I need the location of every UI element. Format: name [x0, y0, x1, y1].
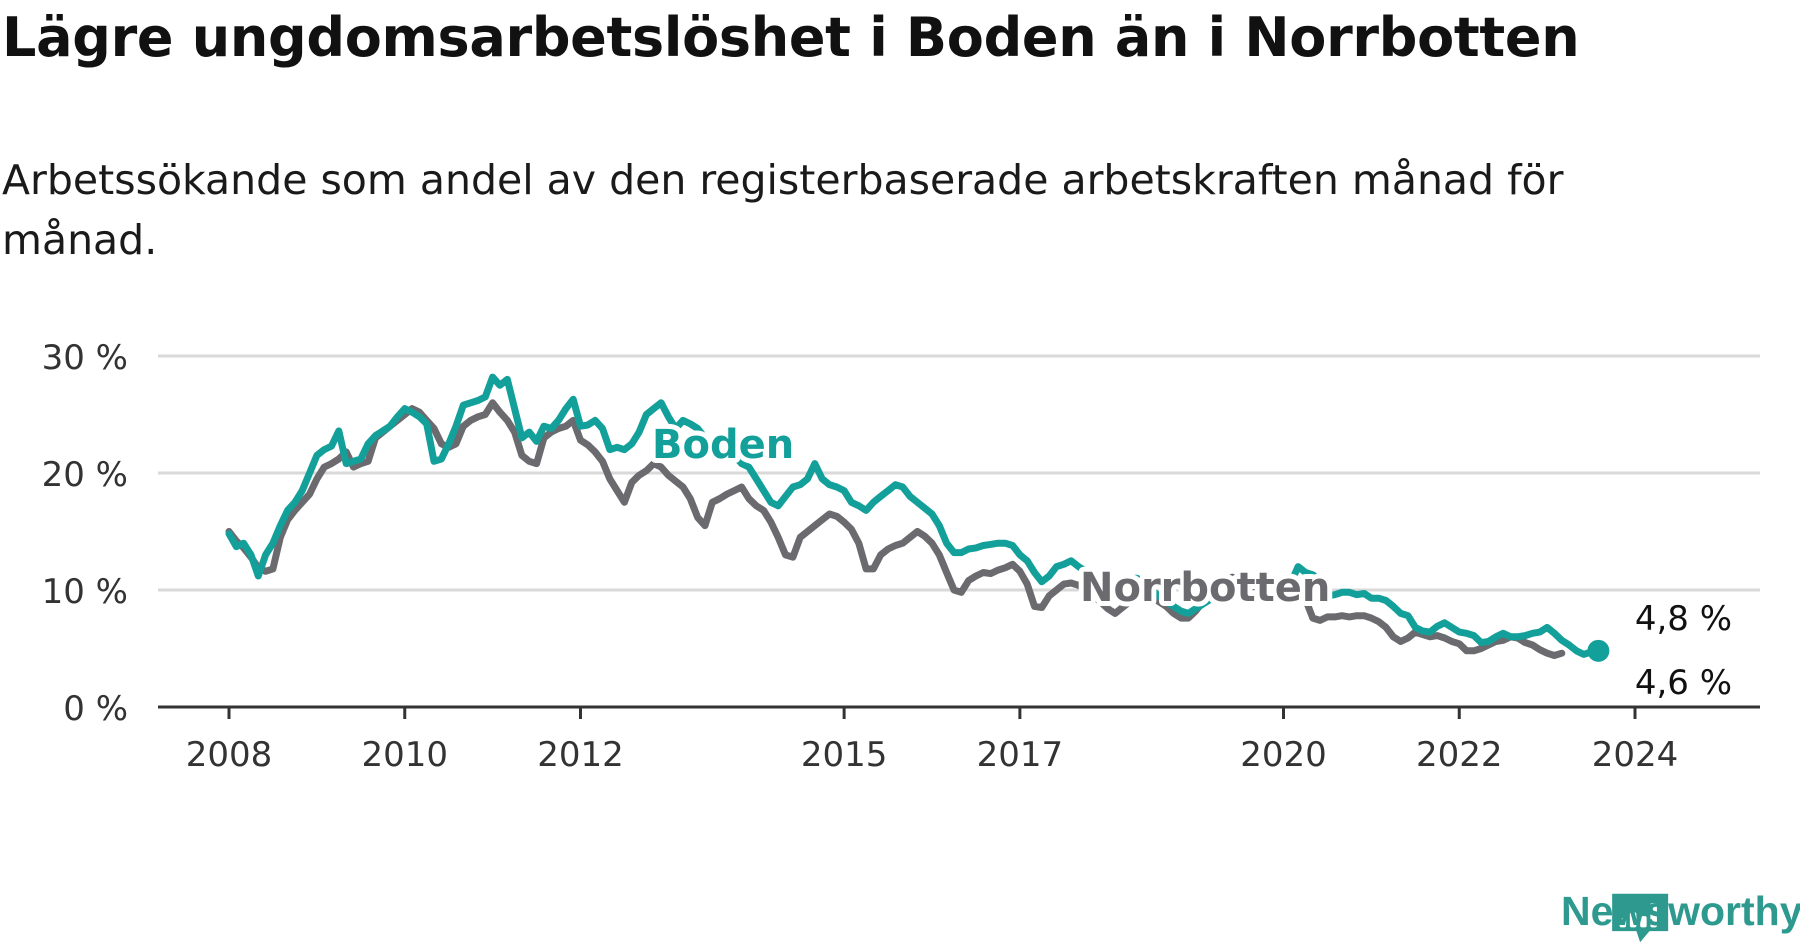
y-tick-label: 20 %: [42, 455, 128, 495]
end-label-boden: 4,8 %: [1635, 599, 1732, 639]
x-tick-label: 2017: [977, 735, 1064, 775]
series-line-boden: [225, 373, 1602, 658]
x-tick-label: 2008: [186, 735, 273, 775]
y-tick-label: 10 %: [42, 572, 128, 612]
x-tick-label: 2015: [801, 735, 888, 775]
y-tick-label: 30 %: [42, 338, 128, 378]
y-axis-ticks: 0 % 10 % 20 % 30 %: [42, 338, 128, 729]
x-tick-label: 2024: [1592, 735, 1679, 775]
x-axis-ticks: 2008 2010 2012 2015 2017 2020 2022 2024: [186, 707, 1679, 775]
series-label-boden-halo: Boden: [652, 422, 794, 468]
end-label-norrbotten: 4,6 %: [1635, 663, 1732, 703]
chart-title: Lägre ungdomsarbetslöshet i Boden än i N…: [2, 6, 1580, 69]
x-tick-label: 2020: [1240, 735, 1327, 775]
series-label-norrbotten: Norrbotten: [1080, 565, 1330, 611]
chart-subtitle: Arbetssökande som andel av den registerb…: [2, 156, 1564, 264]
series-label-boden: Boden: [652, 422, 794, 468]
end-point-marker: [1587, 639, 1610, 662]
x-tick-label: 2022: [1416, 735, 1503, 775]
y-tick-label: 0 %: [63, 689, 128, 729]
series-label-norrbotten-halo: Norrbotten: [1080, 565, 1330, 611]
x-tick-label: 2010: [361, 735, 448, 775]
newsworthy-logo-icon: [1612, 893, 1669, 943]
brand-name: Newsworthy: [1561, 888, 1800, 934]
x-tick-label: 2012: [537, 735, 624, 775]
series-lines: [225, 373, 1602, 659]
